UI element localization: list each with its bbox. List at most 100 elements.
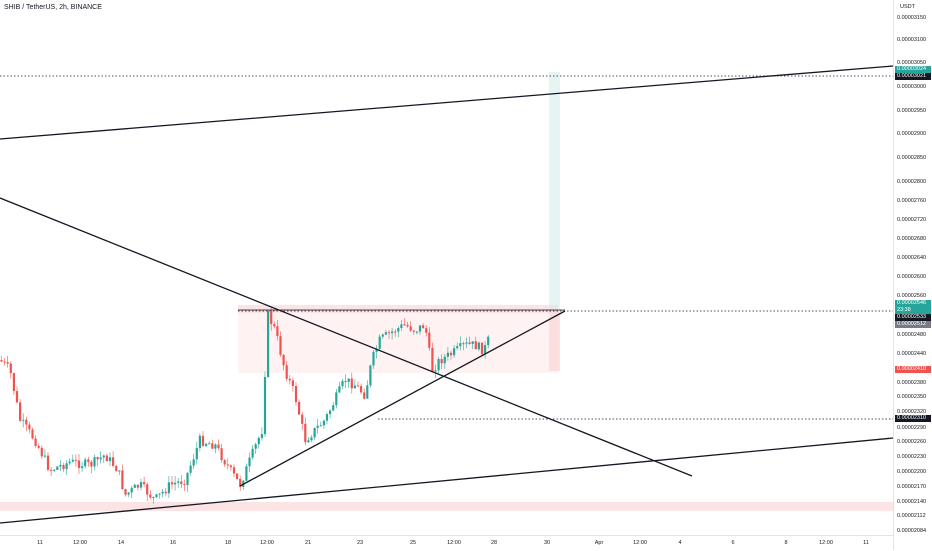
candle-body (149, 494, 152, 498)
candle-body (434, 370, 437, 372)
price-label: 0.00002084 (897, 528, 927, 534)
candle-body (251, 448, 254, 458)
time-axis[interactable]: 11 12:00 14 16 18 12:00 21 23 25 12:00 2… (0, 535, 893, 551)
candle-body (65, 463, 68, 470)
candle-body (158, 493, 161, 495)
candle-body (375, 348, 378, 352)
candle-body (19, 402, 22, 421)
candle-body (102, 455, 105, 458)
target-price-tag: 0.00003024 (895, 66, 931, 73)
candle-body (279, 336, 282, 355)
candle-body (468, 342, 471, 344)
candle-body (189, 465, 192, 473)
candle-body (34, 438, 37, 447)
candle-body (412, 330, 415, 332)
candle-body (425, 328, 428, 333)
candle-body (201, 435, 205, 446)
price-label: 0.00002680 (897, 236, 927, 242)
candle-body (285, 365, 288, 379)
candle-body (37, 446, 40, 448)
candle-body (270, 311, 273, 325)
candle-body (223, 460, 226, 465)
candle-body (353, 385, 356, 389)
candle-body (226, 464, 229, 466)
ascending-triangle-line[interactable] (239, 310, 566, 487)
candle-body (322, 420, 325, 426)
candle-body (304, 423, 307, 443)
upper-channel-line[interactable] (0, 65, 893, 140)
price-label: 0.00002230 (897, 454, 927, 460)
price-label: 0.00002760 (897, 198, 927, 204)
candle-body (372, 351, 375, 366)
price-label: 0.00002112 (897, 513, 926, 519)
candle-body (6, 362, 9, 364)
candle-body (0, 360, 3, 362)
candle-body (291, 380, 294, 386)
candle-body (465, 342, 468, 344)
price-label: 0.00002350 (897, 394, 927, 400)
level-gray-tag: 0.00002512 (895, 321, 931, 328)
price-label: 0.00002380 (897, 380, 927, 386)
candle-body (214, 444, 217, 449)
candle-body (406, 324, 409, 327)
candle-body (115, 465, 118, 472)
candle-body (437, 359, 440, 371)
candle-body (477, 342, 480, 350)
price-label: 0.00003100 (897, 37, 927, 43)
descending-trend-line[interactable] (0, 197, 693, 477)
candle-body (356, 385, 360, 387)
support-level-tag: 0.00002310 (895, 415, 931, 422)
stop-price-tag: 0.00002410 (895, 366, 931, 373)
time-label: 6 (731, 540, 735, 546)
candle-body (146, 484, 149, 495)
candle-body (25, 419, 28, 425)
price-label: 0.00003000 (897, 84, 927, 90)
candle-body (121, 470, 124, 490)
candle-body (248, 457, 251, 467)
time-label: 21 (304, 540, 312, 546)
candle-body (12, 373, 15, 392)
candle-body (81, 466, 84, 469)
candle-body (164, 491, 167, 494)
time-label: 11 (863, 540, 869, 546)
candle-body (220, 448, 223, 461)
candle-body (87, 459, 90, 462)
target-zone (549, 72, 560, 310)
chart-canvas[interactable] (0, 0, 893, 535)
candle-body (229, 465, 232, 468)
candle-body (99, 457, 102, 460)
time-label: 8 (784, 540, 788, 546)
chart-area[interactable]: SHIB / TetherUS, 2h, BINANCE (0, 0, 893, 535)
price-label: 0.00002170 (897, 484, 927, 490)
candle-body (307, 440, 310, 443)
candle-body (273, 324, 276, 327)
candle-body (387, 332, 391, 334)
candle-body (319, 425, 322, 427)
price-label: 0.00002440 (897, 351, 927, 357)
candle-body (239, 478, 242, 487)
candle-body (71, 459, 74, 462)
candle-body (453, 348, 456, 356)
candle-body (471, 341, 474, 344)
candle-body (316, 425, 319, 428)
price-label: 0.00003150 (897, 15, 927, 21)
candle-body (84, 459, 87, 467)
price-label: 0.00002600 (897, 274, 927, 280)
candle-body (325, 414, 329, 421)
candle-body (53, 469, 56, 471)
price-label: 0.00003050 (897, 60, 927, 66)
candle-body (260, 434, 263, 438)
candle-body (136, 484, 139, 488)
candle-body (378, 336, 381, 349)
candle-body (301, 414, 304, 424)
candle-body (90, 461, 93, 467)
candle-body (133, 484, 136, 488)
candle-body (124, 489, 127, 495)
candle-body (400, 324, 403, 328)
candle-body (403, 324, 406, 326)
price-axis[interactable]: USDT 0.00003150 0.00003100 0.00003050 0.… (893, 0, 932, 550)
candle-body (118, 470, 121, 472)
price-label: 0.00002720 (897, 217, 927, 223)
candle-body (263, 376, 267, 435)
lower-channel-line[interactable] (0, 437, 893, 524)
